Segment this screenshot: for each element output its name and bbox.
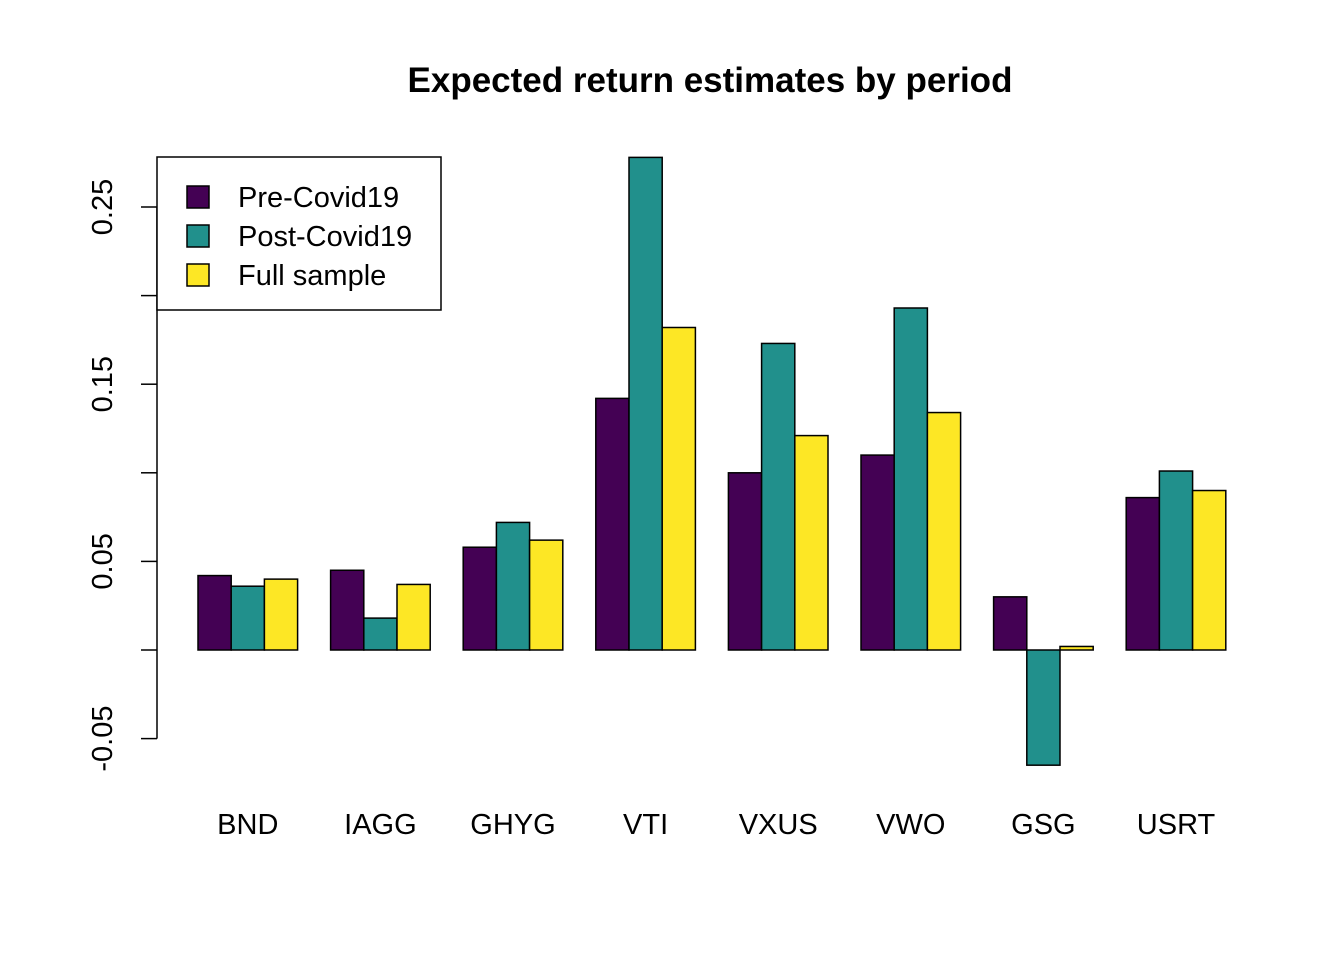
legend: Pre-Covid19 Post-Covid19 Full sample — [156, 156, 442, 311]
x-tick-label-ghyg: GHYG — [470, 809, 555, 841]
bar-gsg-post-covid19 — [1026, 649, 1061, 766]
y-tick-label: -0.05 — [87, 706, 119, 772]
bars-group — [197, 156, 1227, 766]
y-tick-label: 0.05 — [87, 533, 119, 589]
chart-title: Expected return estimates by period — [408, 61, 1013, 100]
bar-bnd-full-sample — [263, 578, 299, 651]
x-tick-label-iagg: IAGG — [344, 809, 417, 841]
y-tick-label: 0.15 — [87, 356, 119, 412]
bar-vwo-pre-covid19 — [860, 454, 895, 651]
bar-bnd-pre-covid19 — [197, 574, 232, 651]
legend-label-full-sample: Full sample — [238, 260, 386, 292]
x-tick-label-gsg: GSG — [1011, 809, 1075, 841]
bar-iagg-full-sample — [396, 583, 431, 651]
x-tick-label-vwo: VWO — [876, 809, 945, 841]
x-axis-labels: BND IAGG GHYG VTI VXUS VWO GSG USRT — [217, 809, 1215, 841]
bar-gsg-pre-covid19 — [992, 596, 1028, 651]
bar-usrt-post-covid19 — [1158, 470, 1194, 651]
bar-vxus-post-covid19 — [760, 342, 796, 651]
legend-label-pre-covid19: Pre-Covid19 — [238, 182, 399, 214]
bar-vti-pre-covid19 — [595, 397, 630, 651]
bar-ghyg-full-sample — [528, 539, 564, 651]
bar-gsg-full-sample — [1059, 645, 1094, 651]
bar-vti-full-sample — [661, 326, 697, 651]
y-axis: -0.05 0.05 0.15 0.25 — [87, 179, 158, 772]
legend-swatch-pre-covid19 — [186, 185, 210, 209]
x-tick-label-bnd: BND — [217, 809, 278, 841]
bar-vti-post-covid19 — [628, 156, 663, 651]
x-tick-label-usrt: USRT — [1137, 809, 1216, 841]
bar-vxus-pre-covid19 — [727, 472, 763, 651]
bar-iagg-pre-covid19 — [329, 569, 365, 651]
legend-swatch-full-sample — [186, 263, 210, 287]
x-tick-label-vxus: VXUS — [739, 809, 818, 841]
bar-vwo-post-covid19 — [893, 307, 929, 651]
y-tick-label: 0.25 — [87, 179, 119, 235]
bar-usrt-pre-covid19 — [1125, 496, 1161, 651]
bar-bnd-post-covid19 — [230, 585, 266, 651]
legend-label-post-covid19: Post-Covid19 — [238, 221, 412, 253]
legend-swatch-post-covid19 — [186, 224, 210, 248]
bar-iagg-post-covid19 — [363, 617, 398, 651]
x-tick-label-vti: VTI — [623, 809, 668, 841]
bar-ghyg-post-covid19 — [495, 521, 531, 651]
bar-vxus-full-sample — [794, 434, 829, 651]
bar-ghyg-pre-covid19 — [462, 546, 498, 651]
bar-vwo-full-sample — [926, 411, 962, 651]
bar-usrt-full-sample — [1191, 489, 1227, 651]
